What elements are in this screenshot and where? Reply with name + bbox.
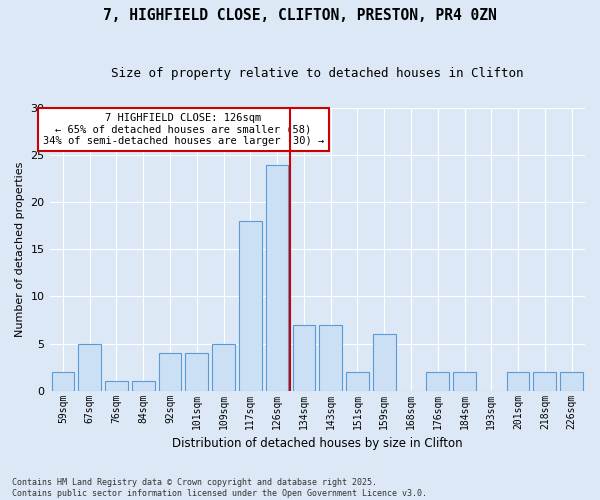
- Bar: [132, 381, 155, 390]
- Bar: [212, 344, 235, 390]
- Text: 7, HIGHFIELD CLOSE, CLIFTON, PRESTON, PR4 0ZN: 7, HIGHFIELD CLOSE, CLIFTON, PRESTON, PR…: [103, 8, 497, 22]
- Title: Size of property relative to detached houses in Clifton: Size of property relative to detached ho…: [111, 68, 524, 80]
- Bar: [293, 324, 315, 390]
- Bar: [506, 372, 529, 390]
- Y-axis label: Number of detached properties: Number of detached properties: [15, 162, 25, 337]
- Bar: [427, 372, 449, 390]
- Bar: [105, 381, 128, 390]
- Bar: [52, 372, 74, 390]
- Bar: [346, 372, 369, 390]
- Bar: [185, 353, 208, 391]
- Bar: [319, 324, 342, 390]
- Bar: [79, 344, 101, 390]
- Bar: [560, 372, 583, 390]
- Text: Contains HM Land Registry data © Crown copyright and database right 2025.
Contai: Contains HM Land Registry data © Crown c…: [12, 478, 427, 498]
- Bar: [533, 372, 556, 390]
- Bar: [266, 164, 289, 390]
- Bar: [373, 334, 395, 390]
- Bar: [239, 221, 262, 390]
- X-axis label: Distribution of detached houses by size in Clifton: Distribution of detached houses by size …: [172, 437, 463, 450]
- Text: 7 HIGHFIELD CLOSE: 126sqm
← 65% of detached houses are smaller (58)
34% of semi-: 7 HIGHFIELD CLOSE: 126sqm ← 65% of detac…: [43, 113, 324, 146]
- Bar: [158, 353, 181, 391]
- Bar: [453, 372, 476, 390]
